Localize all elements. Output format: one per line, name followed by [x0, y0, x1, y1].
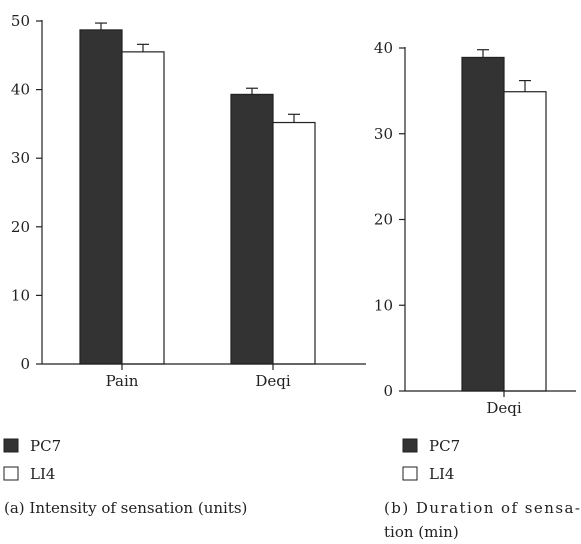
legend-label-li4-b: LI4 [429, 465, 454, 483]
bar-a-li4-deqi [272, 121, 316, 365]
x-categories-b: Deqi [486, 391, 522, 417]
legend-swatch-pc7-a [3, 438, 19, 453]
caption-a: (a) Intensity of sensation (units) [4, 499, 247, 517]
chart-panel-b: 0 10 20 30 40 Deqi PC7 LI4 (b) Duration of s… [374, 39, 580, 541]
y-tick-label-b-30: 30 [374, 125, 393, 143]
bars-a [79, 22, 316, 365]
legend-swatch-pc7-b [402, 438, 418, 453]
caption-b-line1: (b) Duration of sensa- [384, 499, 580, 517]
legend-swatch-li4-a [3, 466, 19, 481]
legend-b: PC7 LI4 [402, 437, 460, 483]
y-tick-label-a-50: 50 [11, 12, 30, 30]
x-category-label-b-deqi: Deqi [486, 399, 522, 417]
y-tick-label-a-0: 0 [20, 355, 30, 373]
y-tick-label-b-20: 20 [374, 211, 393, 229]
legend-label-pc7-a: PC7 [30, 437, 61, 455]
y-tick-label-b-40: 40 [374, 39, 393, 57]
legend-a: PC7 LI4 [3, 437, 61, 483]
legend-label-pc7-b: PC7 [429, 437, 460, 455]
x-categories-a: Pain Deqi [106, 364, 291, 390]
y-ticks-b: 0 10 20 30 40 [374, 39, 405, 400]
y-tick-label-b-10: 10 [374, 296, 393, 314]
y-tick-label-b-0: 0 [383, 382, 393, 400]
bar-a-pc7-deqi [230, 93, 274, 365]
y-tick-label-a-20: 20 [11, 218, 30, 236]
y-ticks-a: 0 10 20 30 40 50 [11, 12, 42, 373]
legend-label-li4-a: LI4 [30, 465, 55, 483]
y-tick-label-a-40: 40 [11, 81, 30, 99]
bar-b-li4-deqi [503, 91, 547, 392]
bars-b [461, 49, 547, 392]
bar-a-pc7-pain [79, 29, 123, 365]
y-tick-label-a-30: 30 [11, 149, 30, 167]
legend-swatch-li4-b [402, 466, 418, 481]
x-category-label-a-pain: Pain [106, 372, 139, 390]
bar-b-pc7-deqi [461, 56, 505, 392]
x-category-label-a-deqi: Deqi [255, 372, 291, 390]
chart-panel-a: 0 10 20 30 40 50 Pain Deqi PC7 LI4 (a) Intensi… [3, 12, 366, 517]
caption-b-line2: tion (min) [384, 523, 459, 541]
y-tick-label-a-10: 10 [11, 286, 30, 304]
bar-a-li4-pain [121, 51, 165, 365]
